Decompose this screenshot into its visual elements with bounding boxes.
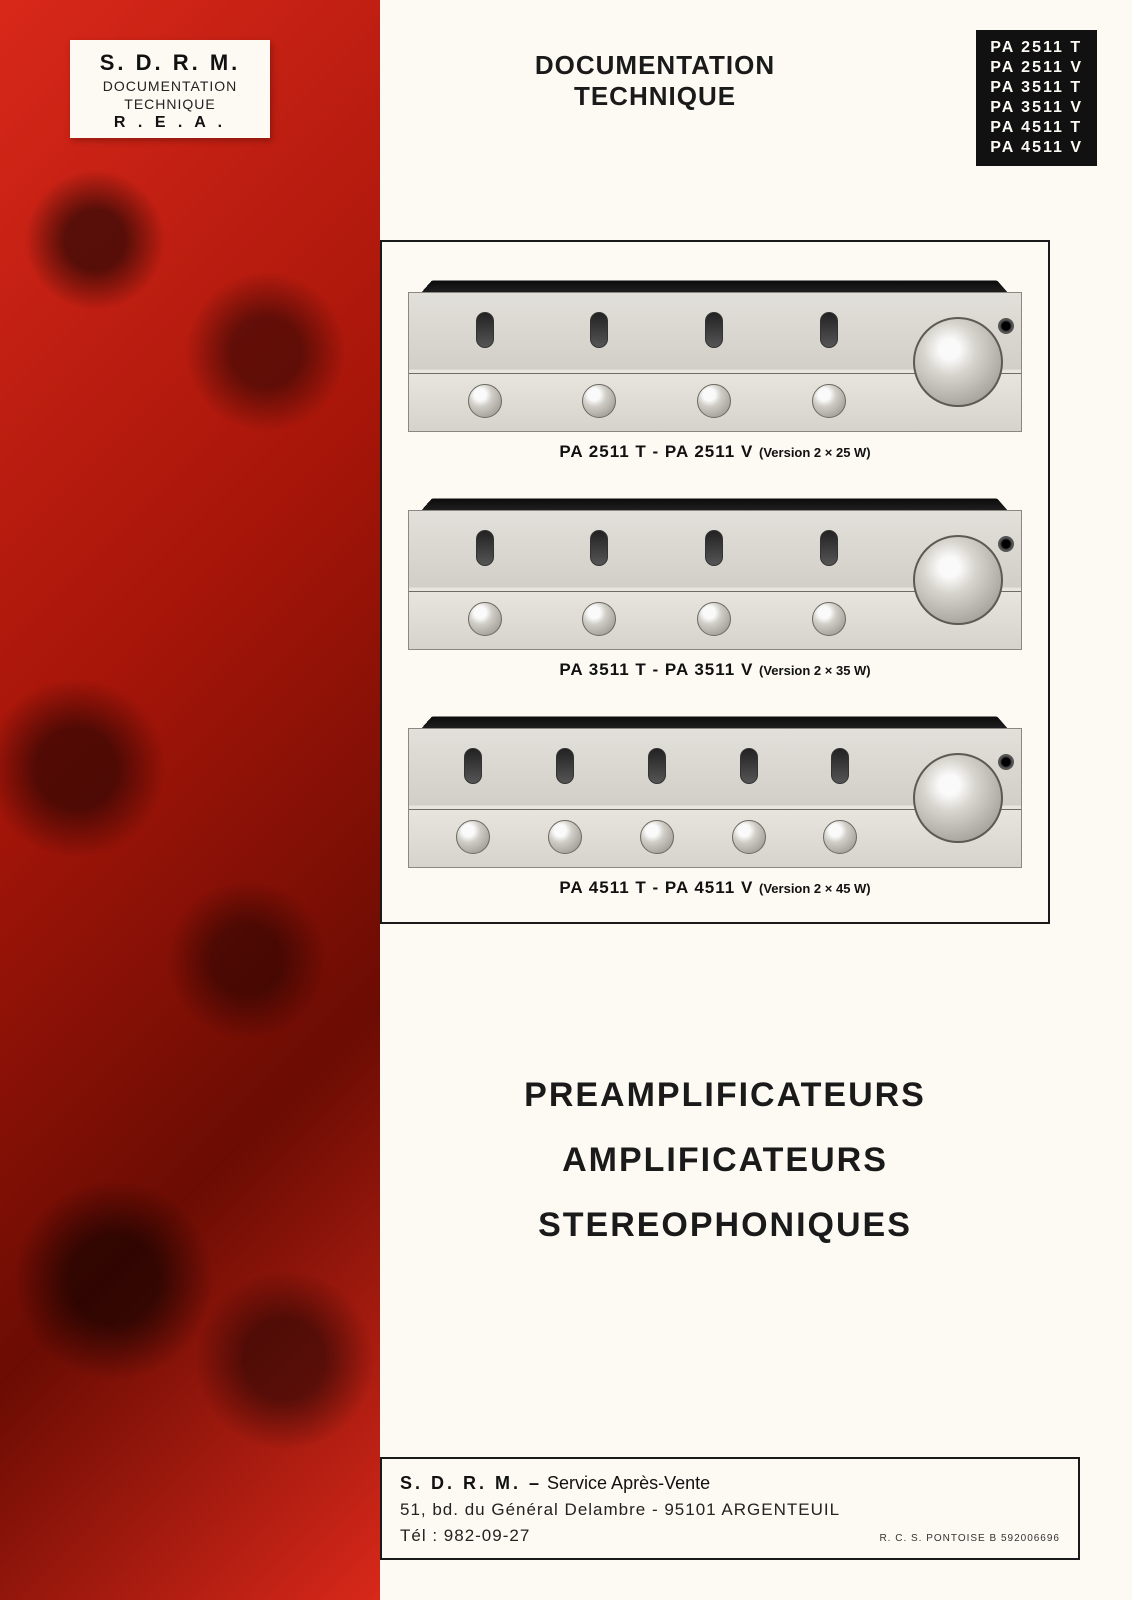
heading-line2: TECHNIQUE — [380, 81, 930, 112]
page-heading: DOCUMENTATION TECHNIQUE — [380, 50, 930, 112]
title-preamp: PREAMPLIFICATEURS — [380, 1076, 1070, 1115]
switch-row — [427, 748, 886, 784]
knob-row — [427, 602, 886, 636]
sdrm-label-box: S. D. R. M. DOCUMENTATION TECHNIQUE R . … — [70, 40, 270, 138]
toggle-switch — [705, 312, 723, 348]
amplifier-illustration — [408, 708, 1022, 868]
volume-knob — [913, 317, 1003, 407]
amplifier-block: PA 3511 T - PA 3511 V (Version 2 × 35 W) — [408, 490, 1022, 680]
amp-caption: PA 3511 T - PA 3511 V (Version 2 × 35 W) — [408, 660, 1022, 680]
amplifier-block: PA 4511 T - PA 4511 V (Version 2 × 45 W) — [408, 708, 1022, 898]
toggle-switch — [820, 312, 838, 348]
sdrm-title: S. D. R. M. — [78, 50, 262, 76]
model-item: PA 2511 V — [990, 58, 1083, 78]
product-panel: PA 2511 T - PA 2511 V (Version 2 × 25 W)… — [380, 240, 1050, 924]
amp-model-label: PA 4511 T - PA 4511 V — [559, 878, 759, 897]
amplifier-block: PA 2511 T - PA 2511 V (Version 2 × 25 W) — [408, 272, 1022, 462]
knob-row — [427, 384, 886, 418]
amp-version-label: (Version 2 × 35 W) — [759, 663, 871, 678]
amp-front-face — [408, 292, 1022, 432]
footer-rcs: R. C. S. PONTOISE B 592006696 — [879, 1533, 1060, 1544]
amplifier-illustration — [408, 272, 1022, 432]
knob-row — [427, 820, 886, 854]
model-list-box: PA 2511 T PA 2511 V PA 3511 T PA 3511 V … — [976, 30, 1097, 166]
control-knob — [468, 602, 502, 636]
headphone-jack — [998, 536, 1014, 552]
toggle-switch — [476, 312, 494, 348]
control-knob — [548, 820, 582, 854]
amp-version-label: (Version 2 × 25 W) — [759, 445, 871, 460]
toggle-switch — [590, 312, 608, 348]
control-knob — [812, 384, 846, 418]
sdrm-line2: TECHNIQUE — [78, 96, 262, 112]
amp-front-face — [408, 510, 1022, 650]
footer-service: S. D. R. M. – Service Après-Vente — [400, 1473, 1060, 1494]
model-item: PA 3511 V — [990, 98, 1083, 118]
amplifier-illustration — [408, 490, 1022, 650]
amp-front-face — [408, 728, 1022, 868]
toggle-switch — [820, 530, 838, 566]
amp-caption: PA 4511 T - PA 4511 V (Version 2 × 45 W) — [408, 878, 1022, 898]
amp-version-label: (Version 2 × 45 W) — [759, 881, 871, 896]
control-knob — [582, 384, 616, 418]
heading-line1: DOCUMENTATION — [380, 50, 930, 81]
toggle-switch — [831, 748, 849, 784]
control-knob — [697, 384, 731, 418]
toggle-switch — [740, 748, 758, 784]
volume-knob — [913, 753, 1003, 843]
switch-row — [427, 312, 886, 348]
model-item: PA 4511 V — [990, 138, 1083, 158]
control-knob — [456, 820, 490, 854]
toggle-switch — [648, 748, 666, 784]
toggle-switch — [476, 530, 494, 566]
switch-row — [427, 530, 886, 566]
background-red-photo — [0, 0, 380, 1600]
toggle-switch — [590, 530, 608, 566]
headphone-jack — [998, 754, 1014, 770]
footer-service-text: Service Après-Vente — [542, 1473, 710, 1493]
amp-caption: PA 2511 T - PA 2511 V (Version 2 × 25 W) — [408, 442, 1022, 462]
control-knob — [823, 820, 857, 854]
amp-model-label: PA 2511 T - PA 2511 V — [559, 442, 759, 461]
footer-box: S. D. R. M. – Service Après-Vente 51, bd… — [380, 1457, 1080, 1560]
control-knob — [697, 602, 731, 636]
volume-knob — [913, 535, 1003, 625]
control-knob — [732, 820, 766, 854]
title-stereo: STEREOPHONIQUES — [380, 1206, 1070, 1245]
toggle-switch — [705, 530, 723, 566]
model-item: PA 3511 T — [990, 78, 1083, 98]
footer-brand: S. D. R. M. – — [400, 1473, 542, 1493]
toggle-switch — [464, 748, 482, 784]
sdrm-line1: DOCUMENTATION — [78, 78, 262, 94]
control-knob — [582, 602, 616, 636]
toggle-switch — [556, 748, 574, 784]
control-knob — [468, 384, 502, 418]
title-amp: AMPLIFICATEURS — [380, 1141, 1070, 1180]
footer-address: 51, bd. du Général Delambre - 95101 ARGE… — [400, 1500, 1060, 1520]
control-knob — [812, 602, 846, 636]
control-knob — [640, 820, 674, 854]
big-titles: PREAMPLIFICATEURS AMPLIFICATEURS STEREOP… — [380, 1050, 1070, 1271]
model-item: PA 2511 T — [990, 38, 1083, 58]
model-item: PA 4511 T — [990, 118, 1083, 138]
headphone-jack — [998, 318, 1014, 334]
footer-tel: Tél : 982-09-27 — [400, 1526, 530, 1546]
sdrm-rea: R . E . A . — [78, 114, 262, 132]
amp-model-label: PA 3511 T - PA 3511 V — [559, 660, 759, 679]
